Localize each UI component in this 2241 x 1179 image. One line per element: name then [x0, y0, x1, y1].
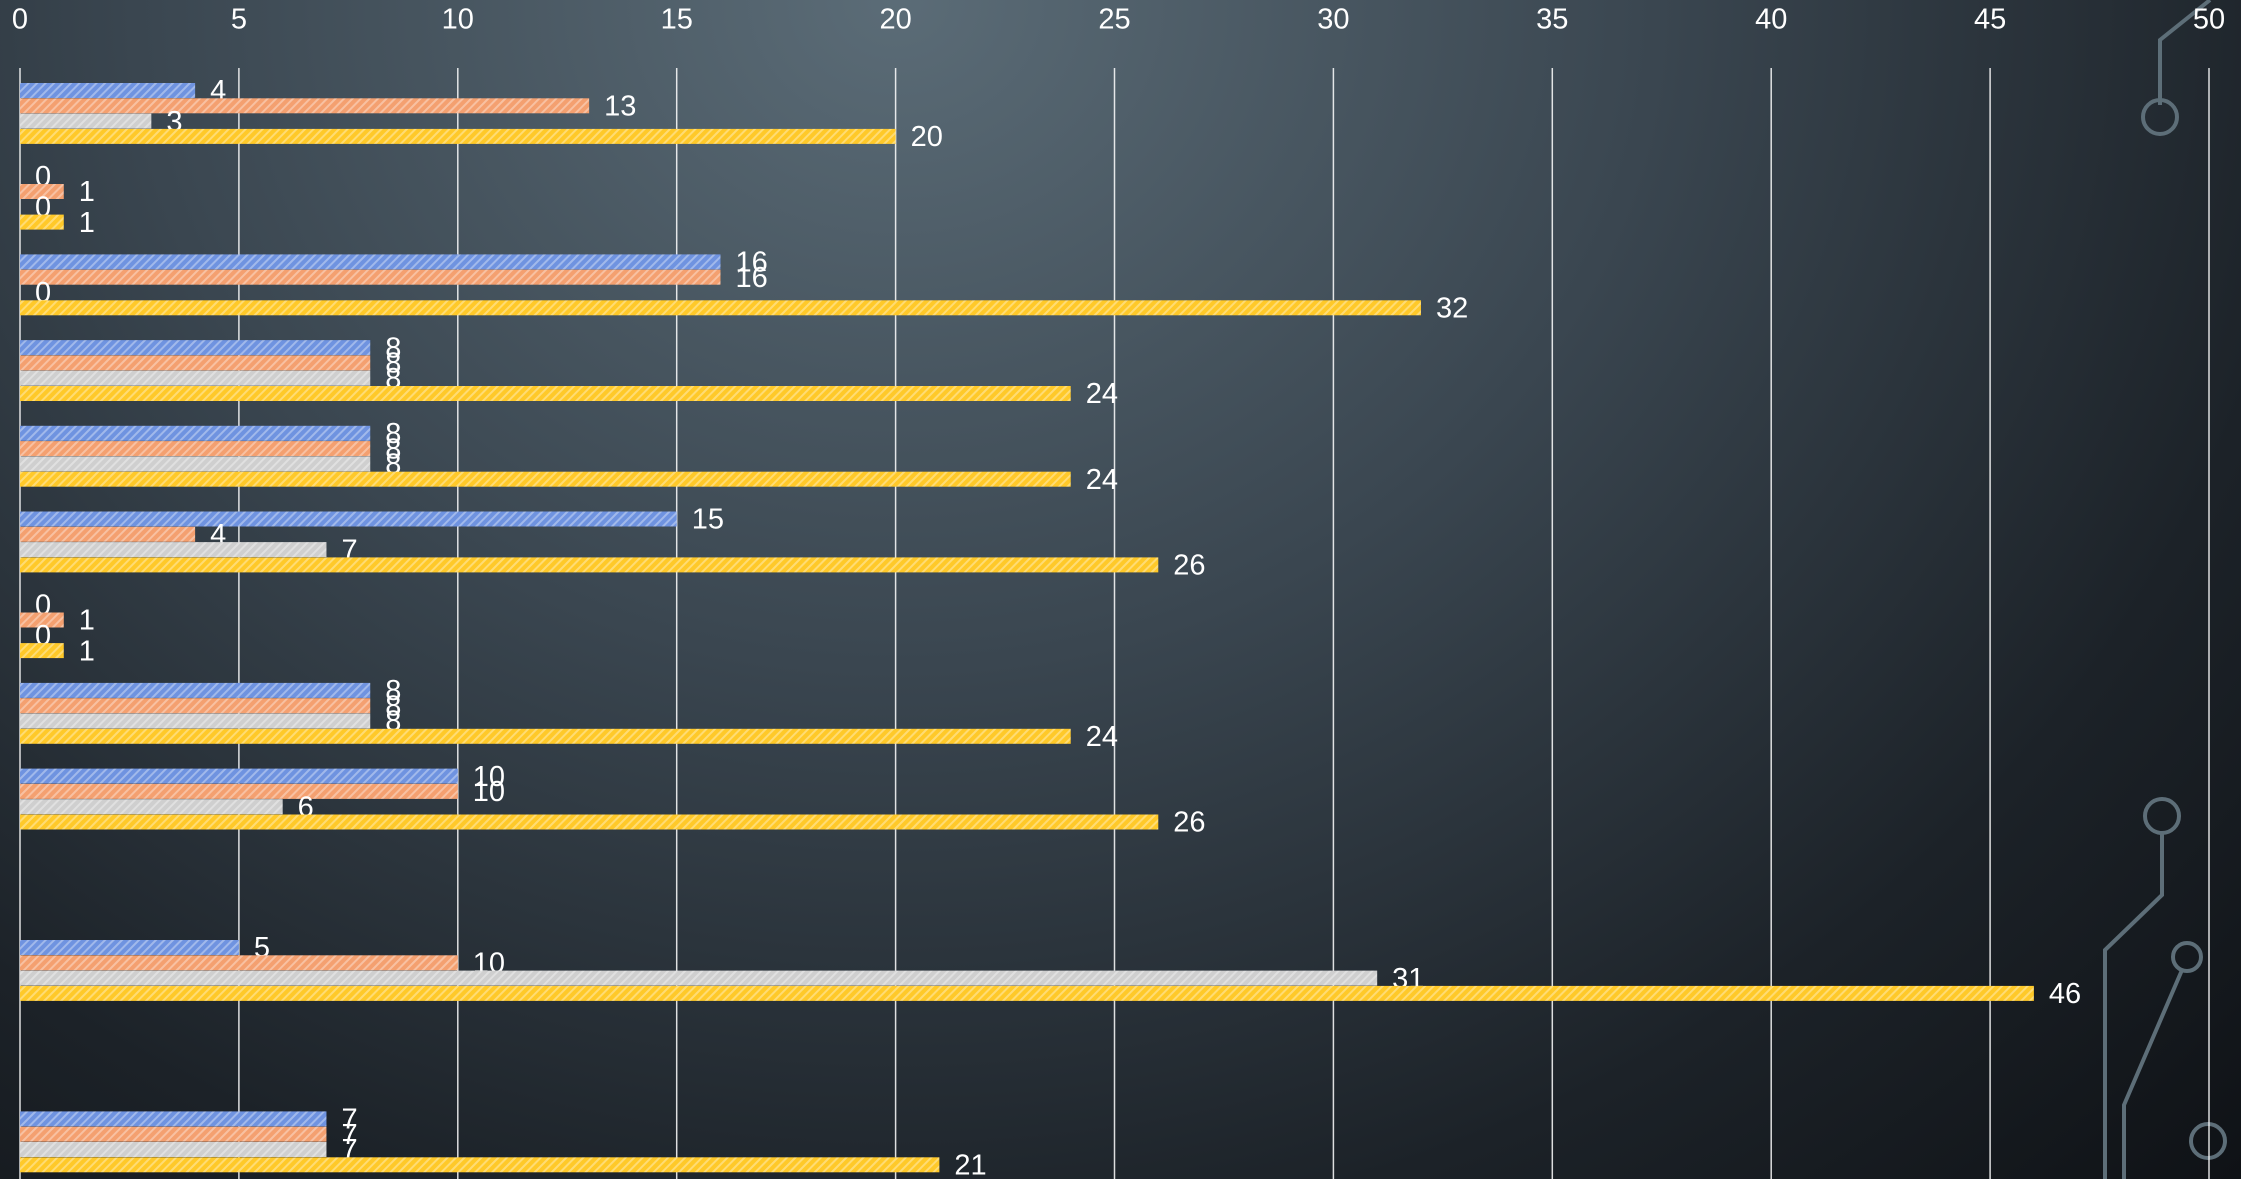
bar: [20, 814, 1159, 830]
data-label: 7: [341, 1104, 357, 1136]
bar: [20, 456, 371, 472]
x-tick-label: 25: [1098, 4, 1130, 36]
bar: [20, 511, 677, 527]
bar: [20, 300, 1421, 316]
data-label: 1: [79, 207, 95, 239]
data-label: 8: [385, 332, 401, 364]
data-label: 8: [385, 348, 401, 380]
data-label: 21: [954, 1149, 986, 1179]
data-label: 7: [341, 1119, 357, 1151]
bar: [20, 340, 371, 356]
data-label: 8: [385, 675, 401, 707]
bar: [20, 955, 458, 971]
data-label: 24: [1086, 378, 1118, 410]
bar: [20, 768, 458, 784]
data-label: 8: [385, 433, 401, 465]
data-label: 15: [692, 504, 724, 536]
x-tick-label: 15: [661, 4, 693, 36]
data-label: 26: [1173, 550, 1205, 582]
bar: [20, 643, 64, 659]
bar: [20, 98, 590, 114]
bar: [20, 542, 327, 558]
bar: [20, 1142, 327, 1157]
bar: [20, 1157, 940, 1173]
bar: [20, 526, 196, 542]
data-label: 8: [385, 690, 401, 722]
x-tick-label: 0: [12, 4, 28, 36]
decoration: [2103, 0, 2227, 1179]
data-label: 1: [79, 635, 95, 667]
data-label: 24: [1086, 464, 1118, 496]
data-label: 10: [473, 776, 505, 808]
bar: [20, 471, 1071, 487]
bar: [20, 113, 152, 129]
bar: [20, 698, 371, 714]
bar: [20, 214, 64, 230]
bar: [20, 1111, 327, 1127]
bar: [20, 386, 1071, 401]
data-label: 32: [1436, 292, 1468, 324]
bar: [20, 425, 371, 441]
bar: [20, 799, 283, 815]
bar: [20, 713, 371, 729]
x-tick-label: 30: [1317, 4, 1349, 36]
data-label: 1: [79, 605, 95, 637]
x-tick-label: 5: [231, 4, 247, 36]
data-label: 10: [473, 761, 505, 793]
x-tick-label: 40: [1755, 4, 1787, 36]
bar: [20, 355, 371, 371]
bar: [20, 254, 721, 270]
bar: [20, 441, 371, 457]
bar: [20, 728, 1071, 744]
x-tick-label: 10: [442, 4, 474, 36]
bar: [20, 940, 239, 955]
data-label: 24: [1086, 721, 1118, 753]
bar: [20, 1126, 327, 1142]
bar: [20, 970, 1378, 986]
data-label: 46: [2049, 978, 2081, 1010]
bar: [20, 128, 896, 144]
x-tick-label: 20: [879, 4, 911, 36]
bar: [20, 370, 371, 386]
data-label: 26: [1173, 807, 1205, 839]
data-label: 16: [735, 247, 767, 279]
bar: [20, 682, 371, 698]
bar: [20, 557, 1159, 573]
x-tick-label: 45: [1974, 4, 2006, 36]
bar: [20, 985, 2034, 1001]
data-label: 13: [604, 90, 636, 122]
data-label: 20: [911, 121, 943, 153]
x-tick-label: 35: [1536, 4, 1568, 36]
x-tick-label: 50: [2193, 4, 2225, 36]
bar: [20, 269, 721, 285]
bar: [20, 783, 458, 799]
data-label: 1: [79, 176, 95, 208]
bar: [20, 184, 64, 199]
data-label: 8: [385, 418, 401, 450]
data-label: 16: [735, 262, 767, 294]
bar: [20, 612, 64, 628]
bar: [20, 83, 196, 98]
